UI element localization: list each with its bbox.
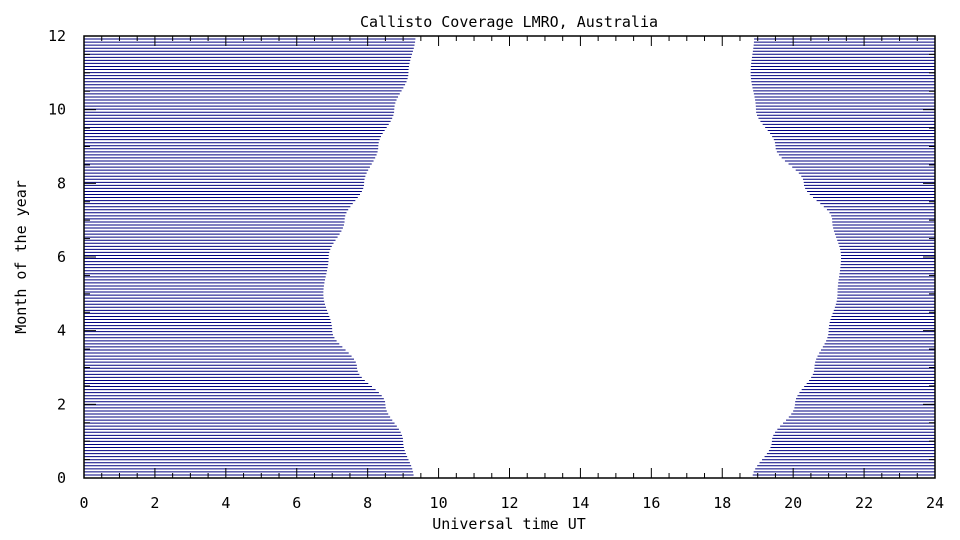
- y-tick-label: 4: [57, 322, 66, 340]
- y-tick-label: 2: [57, 395, 66, 413]
- y-tick-labels: 0 2 4 6 8 10 12: [48, 27, 66, 487]
- x-tick-label: 6: [292, 494, 301, 512]
- x-tick-label: 0: [79, 494, 88, 512]
- x-tick-label: 24: [926, 494, 944, 512]
- y-axis-title: Month of the year: [12, 180, 30, 334]
- y-tick-label: 8: [57, 174, 66, 192]
- x-tick-label: 22: [855, 494, 873, 512]
- axis-ticks: [83, 35, 936, 479]
- x-tick-labels: 0 2 4 6 8 10 12 14 16 18 20 22 24: [79, 494, 944, 512]
- x-tick-label: 12: [500, 494, 518, 512]
- y-tick-label: 0: [57, 469, 66, 487]
- y-tick-label: 10: [48, 101, 66, 119]
- coverage-hatch-layer: [84, 35, 935, 479]
- x-tick-label: 16: [642, 494, 660, 512]
- y-tick-label: 6: [57, 248, 66, 266]
- x-tick-label: 14: [571, 494, 589, 512]
- x-axis-title: Universal time UT: [432, 515, 586, 533]
- y-tick-label: 12: [48, 27, 66, 45]
- x-tick-label: 18: [713, 494, 731, 512]
- x-tick-label: 10: [430, 494, 448, 512]
- x-tick-label: 20: [784, 494, 802, 512]
- plot-frame: [83, 35, 936, 479]
- x-tick-label: 2: [150, 494, 159, 512]
- x-tick-label: 8: [363, 494, 372, 512]
- chart-title: Callisto Coverage LMRO, Australia: [360, 13, 658, 31]
- x-tick-label: 4: [221, 494, 230, 512]
